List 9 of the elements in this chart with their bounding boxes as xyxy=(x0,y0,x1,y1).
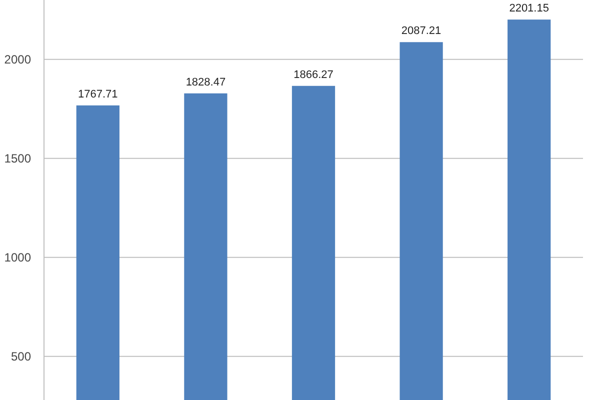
y-tick-label: 500 xyxy=(10,350,32,364)
y-tick-label: 1000 xyxy=(4,250,32,265)
data-label: 1866.27 xyxy=(294,68,334,81)
data-label: 2087.21 xyxy=(401,25,442,38)
data-label: 1767.71 xyxy=(78,88,118,100)
data-label: 1828.47 xyxy=(186,76,226,88)
data-label: 2201.15 xyxy=(509,2,549,15)
y-tick-label: 1500 xyxy=(4,152,32,166)
y-tick-label: 2000 xyxy=(4,52,32,67)
